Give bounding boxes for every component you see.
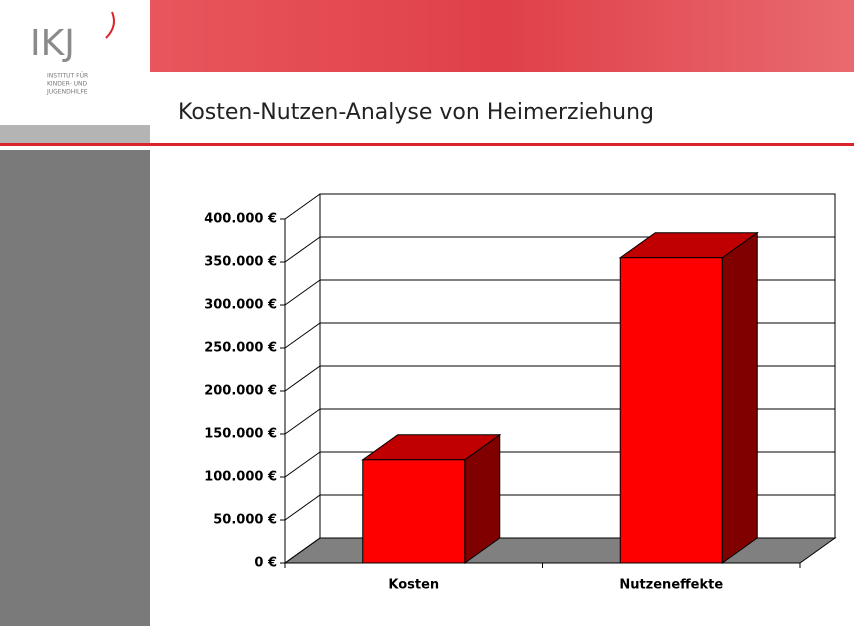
sidebar-band: [0, 125, 150, 143]
sidebar: [0, 150, 150, 626]
slide: IKJ INSTITUT FÜR KINDER- UND JUGENDHILFE…: [0, 0, 854, 626]
y-tick-label: 100.000 €: [204, 470, 277, 485]
bar: [620, 258, 722, 563]
logo-line: JUGENDHILFE: [46, 89, 88, 96]
y-tick-label: 50.000 €: [213, 513, 277, 528]
y-tick-label: 350.000 €: [204, 255, 277, 270]
y-tick-label: 250.000 €: [204, 341, 277, 356]
banner: [150, 0, 854, 72]
bar: [363, 460, 465, 563]
logo-line: INSTITUT FÜR: [47, 73, 88, 80]
divider: [0, 143, 854, 146]
y-tick-label: 150.000 €: [204, 427, 277, 442]
y-tick-label: 200.000 €: [204, 384, 277, 399]
y-tick-label: 400.000 €: [204, 212, 277, 227]
x-tick-label: Nutzeneffekte: [619, 578, 723, 593]
x-tick-label: Kosten: [388, 578, 439, 593]
logo-mark: IKJ: [30, 23, 75, 64]
page: IKJ INSTITUT FÜR KINDER- UND JUGENDHILFE…: [0, 0, 854, 626]
bar-side: [722, 233, 757, 563]
y-tick-label: 0 €: [254, 556, 277, 571]
slide-title: Kosten-Nutzen-Analyse von Heimerziehung: [178, 100, 654, 125]
logo-line: KINDER- UND: [47, 81, 87, 88]
y-tick-label: 300.000 €: [204, 298, 277, 313]
